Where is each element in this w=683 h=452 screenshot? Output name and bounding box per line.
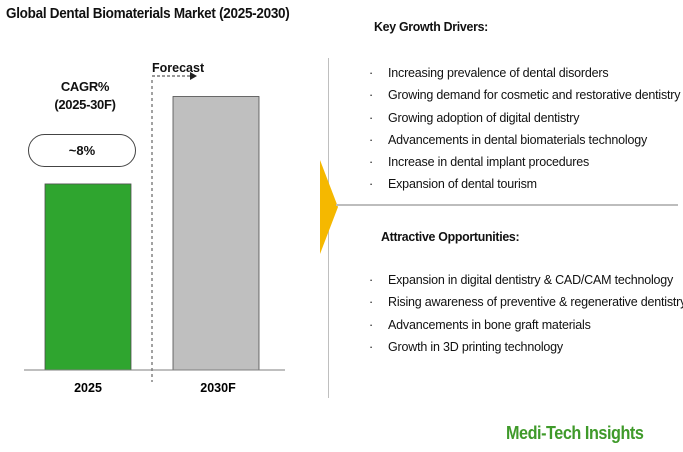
bar-chart: Forecast 2025 2030F bbox=[24, 61, 285, 395]
list-item: · Expansion in digital dentistry & CAD/CA… bbox=[369, 273, 674, 287]
list-item: · Growing adoption of digital dentistry bbox=[369, 110, 580, 125]
list-item: · Increase in dental implant procedures bbox=[369, 155, 590, 170]
cagr-label: CAGR% (2025-30F) bbox=[54, 79, 116, 112]
list-item: · Growth in 3D printing technology bbox=[369, 339, 563, 354]
list-item: · Advancements in dental biomaterials tec… bbox=[369, 132, 648, 147]
x-tick-label: 2030F bbox=[200, 381, 236, 395]
list-item: · Rising awareness of preventive & regene… bbox=[369, 295, 683, 310]
section-divider bbox=[336, 204, 678, 206]
list-item: · Advancements in bone graft materials bbox=[369, 317, 591, 332]
forecast-label: Forecast bbox=[152, 61, 205, 75]
list-item: · Expansion of dental tourism bbox=[369, 177, 537, 192]
growth-drivers-list: · Increasing prevalence of dental disorde… bbox=[364, 62, 681, 196]
arrow-icon bbox=[320, 160, 338, 254]
bar-2025 bbox=[44, 183, 132, 371]
x-tick-label: 2025 bbox=[74, 381, 102, 395]
chart-title: Global Dental Biomaterials Market (2025-… bbox=[6, 6, 290, 22]
brand-logo-text: Medi-Tech Insights bbox=[506, 423, 644, 443]
cagr-value-badge: ~8% bbox=[28, 134, 136, 167]
list-item: · Increasing prevalence of dental disorde… bbox=[369, 66, 609, 80]
bar-2030f bbox=[172, 96, 260, 371]
opportunities-list: · Expansion in digital dentistry & CAD/CA… bbox=[364, 269, 683, 358]
growth-drivers-heading: Key Growth Drivers: bbox=[374, 19, 489, 34]
opportunities-heading: Attractive Opportunities: bbox=[381, 229, 520, 244]
forecast-arrow-head bbox=[190, 72, 197, 80]
list-item: · Growing demand for cosmetic and restora… bbox=[369, 88, 681, 103]
